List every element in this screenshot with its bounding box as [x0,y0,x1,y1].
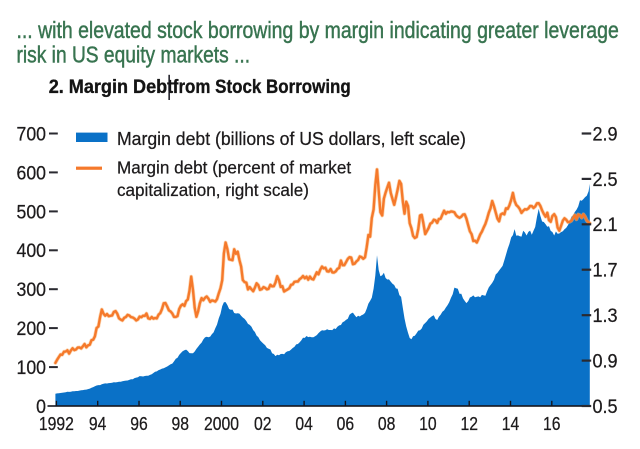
svg-text:100: 100 [17,356,46,378]
svg-text:10: 10 [419,413,436,435]
svg-text:96: 96 [130,413,147,435]
svg-text:from Stock Borrowing: from Stock Borrowing [173,76,351,97]
svg-text:0: 0 [36,395,46,417]
svg-text:400: 400 [17,240,46,262]
svg-text:14: 14 [502,413,520,435]
svg-text:600: 600 [17,162,46,184]
svg-text:Margin debt (billions of US do: Margin debt (billions of US dollars, lef… [117,129,466,149]
svg-text:2.9: 2.9 [593,123,618,145]
svg-text:06: 06 [337,413,354,435]
svg-text:1992: 1992 [39,413,74,435]
svg-text:1.3: 1.3 [593,305,618,327]
svg-text:2000: 2000 [204,413,239,435]
svg-text:1.7: 1.7 [593,259,618,281]
svg-text:... with elevated stock borrow: ... with elevated stock borrowing by mar… [17,17,619,43]
svg-text:300: 300 [17,279,46,301]
svg-text:94: 94 [89,413,107,435]
svg-text:98: 98 [171,413,188,435]
svg-text:2.5: 2.5 [593,168,618,190]
svg-text:0.5: 0.5 [593,395,618,417]
svg-text:Margin debt (percent of market: Margin debt (percent of market [117,157,351,177]
svg-text:04: 04 [295,413,313,435]
svg-text:2.1: 2.1 [593,214,618,236]
svg-text:08: 08 [378,413,395,435]
svg-text:16: 16 [543,413,560,435]
svg-text:500: 500 [17,201,46,223]
svg-text:capitalization, right scale): capitalization, right scale) [117,180,309,201]
svg-text:02: 02 [254,413,271,435]
svg-text:700: 700 [17,123,46,145]
svg-text:200: 200 [17,317,46,339]
svg-text:0.9: 0.9 [593,350,618,372]
svg-text:2. Margin Debt: 2. Margin Debt [49,76,174,98]
svg-text:12: 12 [460,413,477,435]
svg-text:risk in US equity markets ...: risk in US equity markets ... [17,43,251,68]
